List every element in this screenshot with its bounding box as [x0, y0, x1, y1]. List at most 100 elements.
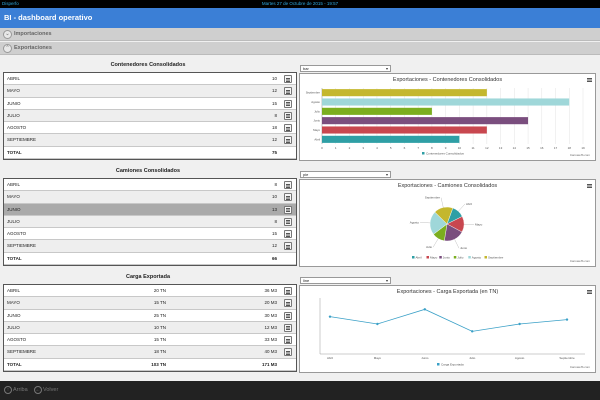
x-tick-label: Mayo — [374, 356, 382, 360]
nav-importaciones[interactable]: ⌄ Importaciones — [0, 28, 600, 41]
row-label: JUNIO — [7, 206, 21, 212]
chart-type-select[interactable]: pie — [300, 171, 391, 178]
table-row[interactable]: ABRIL 20 TN 36 M3 — [4, 285, 296, 298]
menu-icon[interactable] — [284, 287, 292, 295]
row-value: 12 — [271, 243, 277, 249]
row-label: ABRIL — [7, 288, 21, 293]
chart-menu-icon[interactable] — [587, 183, 592, 189]
legend-label: Mayo — [430, 255, 438, 259]
legend-label: Agosto — [472, 255, 482, 259]
table-row[interactable]: MAYO 15 TN 20 M3 — [4, 297, 296, 310]
table-row[interactable]: AGOSTO 15 TN 33 M3 — [4, 334, 296, 347]
table-row-selected[interactable]: JUNIO 13 — [4, 203, 296, 216]
menu-icon[interactable] — [284, 311, 292, 320]
pie-label: Julio — [426, 245, 433, 249]
legend-label: Carga Exportada — [441, 362, 464, 366]
table-row[interactable]: AGOSTO 15 — [4, 228, 296, 241]
table-row[interactable]: AGOSTO 18 — [4, 122, 296, 135]
pie-chart: Abril Mayo Junio Julio Agosto Septiembre Abril… — [410, 196, 504, 260]
menu-icon[interactable] — [284, 299, 292, 308]
arriba-button[interactable]: ↑ Arriba — [4, 381, 28, 400]
pie-leader — [420, 222, 431, 224]
legend-marker — [437, 363, 440, 366]
bar-chart: 0 1 2 3 4 5 6 7 8 9 10 11 12 13 14 15 16 17 18 19Septiembre… — [306, 88, 585, 155]
pie-leader — [458, 203, 466, 212]
footer-bar: ↑ Arriba ← Volver — [0, 381, 600, 400]
legend-marker — [439, 256, 442, 259]
total-value: 66 — [271, 255, 277, 261]
menu-icon[interactable] — [284, 181, 292, 189]
table-row[interactable]: MAYO 12 — [4, 85, 296, 98]
nav-exportaciones[interactable]: ⌃ Exportaciones — [0, 42, 600, 55]
row-label: SEPTIEMBRE — [7, 349, 37, 355]
table-row[interactable]: ABRIL 10 — [4, 73, 296, 86]
section-camiones: Camiones Consolidados ABRIL 8 MAYO 10 JUNI… — [0, 166, 600, 267]
table-row[interactable]: JULIO 8 — [4, 215, 296, 229]
chart-title: Exportaciones - Carga Exportada (en TN) — [396, 289, 499, 295]
data-point — [565, 318, 569, 321]
x-tick-label: 17 — [554, 146, 558, 150]
data-table: ABRIL 10 MAYO 12 JUNIO 15 JULIO 8 AGOSTO 18 S… — [3, 72, 297, 161]
total-row: TOTAL 66 — [4, 252, 296, 266]
x-tick-label: 11 — [472, 146, 475, 150]
menu-icon[interactable] — [284, 124, 292, 133]
legend-label: Contenedores Consolidados — [426, 151, 464, 155]
y-tick-label: Julio — [314, 109, 320, 113]
table-row[interactable]: SEPTIEMBRE 18 TN 40 M3 — [4, 346, 296, 359]
y-tick-label: Mayo — [313, 128, 320, 132]
table-row[interactable]: SEPTIEMBRE 12 — [4, 134, 296, 147]
arrow-up-circle-icon: ⌃ — [3, 44, 12, 53]
menu-icon[interactable] — [284, 336, 292, 345]
menu-icon[interactable] — [284, 348, 292, 357]
x-tick-label: Agosto — [515, 356, 525, 360]
menu-icon[interactable] — [284, 205, 292, 214]
row-tn: 20 TN — [153, 288, 166, 293]
table-row[interactable]: MAYO 10 — [4, 191, 296, 204]
x-tick-label: 14 — [513, 146, 517, 150]
menu-icon[interactable] — [284, 193, 292, 202]
table-row[interactable]: SEPTIEMBRE 12 — [4, 240, 296, 253]
volver-button[interactable]: ← Volver — [34, 381, 58, 400]
x-tick-label: 1 — [335, 146, 337, 150]
table-row[interactable]: JUNIO 15 — [4, 98, 296, 110]
arrow-left-circle-icon: ← — [34, 386, 42, 394]
row-label: JULIO — [7, 218, 20, 224]
row-label: AGOSTO — [7, 125, 27, 131]
menu-icon[interactable] — [284, 323, 292, 332]
menu-icon[interactable] — [284, 99, 292, 108]
menu-icon[interactable] — [284, 217, 292, 226]
table-row[interactable]: ABRIL 8 — [4, 179, 296, 192]
menu-icon[interactable] — [284, 75, 292, 83]
menu-icon[interactable] — [284, 230, 292, 239]
x-tick-label: Junio — [421, 356, 429, 360]
chart-credit: CanvasJS.com — [569, 153, 590, 157]
x-tick-label: 16 — [540, 146, 544, 150]
table-row[interactable]: JUNIO 25 TN 30 M3 — [4, 310, 296, 322]
menu-icon[interactable] — [284, 242, 292, 251]
chart-type-select[interactable]: line — [300, 277, 391, 284]
chart-type-select[interactable]: bar — [300, 65, 391, 72]
row-tn: 15 TN — [153, 300, 166, 306]
bar — [322, 89, 487, 97]
pie-label: Junio — [460, 246, 468, 250]
nav-importaciones-label: Importaciones — [14, 31, 52, 37]
menu-icon[interactable] — [284, 87, 292, 96]
y-tick-label: Agosto — [311, 100, 320, 104]
bar — [322, 126, 487, 134]
page-title: BI - dashboard operativo — [0, 8, 600, 28]
y-tick-label: Junio — [313, 119, 320, 123]
table-row[interactable]: JULIO 8 — [4, 109, 296, 123]
app-name: Disperfo — [2, 1, 19, 6]
row-label: AGOSTO — [7, 231, 27, 237]
chart-menu-icon[interactable] — [587, 77, 592, 83]
menu-icon[interactable] — [284, 136, 292, 145]
datetime: Martes 27 de Octubre de 2015 - 19:57 — [261, 1, 339, 6]
table-row[interactable]: JULIO 10 TN 12 M3 — [4, 321, 296, 335]
chart-menu-icon[interactable] — [587, 289, 592, 295]
bar — [322, 117, 529, 125]
x-tick-label: Abril — [327, 356, 333, 360]
legend-label: Abril — [416, 255, 422, 259]
total-m3: 171 M3 — [261, 361, 277, 367]
menu-icon[interactable] — [284, 111, 292, 120]
row-tn: 10 TN — [153, 324, 166, 330]
